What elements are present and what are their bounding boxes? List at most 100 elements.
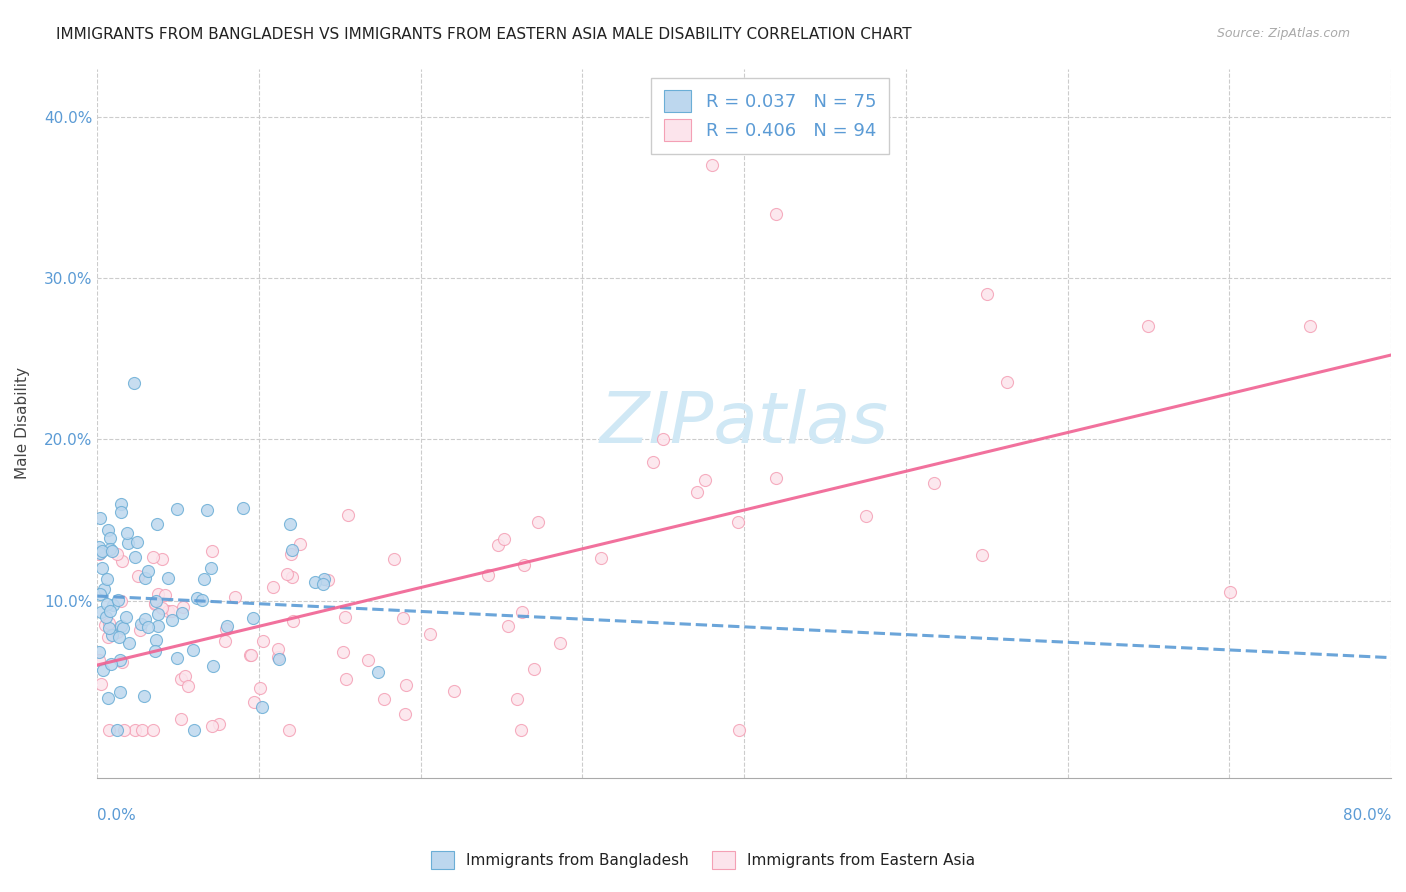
Point [105, 547, 128, 561]
Point [142, 723, 165, 737]
Point [419, 626, 441, 640]
Point [134, 571, 156, 585]
Point [193, 572, 215, 586]
Point [160, 613, 183, 627]
Point [145, 633, 167, 648]
Point [183, 723, 205, 737]
Point [250, 699, 273, 714]
Point [100, 657, 122, 672]
Point [160, 604, 183, 618]
Legend: R = 0.037   N = 75, R = 0.406   N = 94: R = 0.037 N = 75, R = 0.406 N = 94 [651, 78, 889, 154]
Point [513, 558, 536, 573]
Point [93, 582, 115, 597]
Point [90, 677, 112, 691]
Point [201, 544, 224, 558]
Point [91, 663, 114, 677]
Point [87, 652, 110, 666]
Point [143, 644, 166, 658]
Point [100, 628, 122, 642]
Point [110, 594, 132, 608]
Point [96, 572, 118, 586]
Text: ZIPatlas: ZIPatlas [599, 389, 889, 458]
Point [87, 540, 110, 554]
Point [281, 542, 304, 557]
Point [641, 455, 664, 469]
Point [90, 605, 112, 619]
Point [118, 636, 141, 650]
Point [97, 616, 120, 631]
Point [87, 547, 110, 561]
Point [105, 625, 128, 640]
Point [486, 538, 509, 552]
Point [243, 695, 266, 709]
Point [111, 554, 134, 568]
Point [510, 605, 533, 619]
Point [278, 516, 301, 531]
Point [112, 723, 135, 737]
Point [283, 614, 305, 628]
Point [186, 591, 208, 606]
Point [394, 706, 416, 721]
Point [170, 673, 193, 687]
Point [122, 376, 145, 390]
Point [172, 599, 194, 614]
Point [685, 484, 707, 499]
Point [174, 669, 197, 683]
Point [267, 652, 290, 666]
Point [477, 567, 499, 582]
Point [972, 549, 994, 563]
Point [494, 533, 516, 547]
Point [727, 515, 749, 529]
Point [224, 590, 246, 604]
Point [98, 542, 121, 557]
Point [267, 642, 290, 657]
Point [505, 692, 527, 706]
Point [335, 672, 357, 686]
Point [91, 544, 114, 558]
Point [280, 547, 302, 561]
Point [124, 723, 146, 737]
Point [217, 618, 239, 632]
Point [108, 653, 131, 667]
Point [97, 630, 120, 644]
Point [527, 515, 550, 529]
Point [97, 690, 120, 705]
Point [976, 287, 998, 301]
Point [110, 505, 132, 519]
Point [496, 618, 519, 632]
Point [215, 622, 238, 636]
Point [107, 593, 129, 607]
Point [509, 723, 531, 737]
Point [337, 508, 360, 523]
Point [238, 648, 260, 663]
Point [150, 600, 173, 615]
Point [276, 567, 298, 582]
Point [94, 610, 117, 624]
Point [591, 551, 613, 566]
Point [114, 610, 136, 624]
Point [278, 723, 301, 737]
Point [1137, 319, 1160, 334]
Point [312, 577, 335, 591]
Point [108, 685, 131, 699]
Point [765, 471, 787, 485]
Point [208, 717, 231, 731]
Text: Source: ZipAtlas.com: Source: ZipAtlas.com [1216, 27, 1350, 40]
Point [727, 723, 749, 737]
Point [110, 497, 132, 511]
Point [89, 511, 111, 525]
Point [136, 620, 159, 634]
Point [855, 508, 877, 523]
Point [110, 655, 132, 669]
Point [312, 572, 335, 586]
Point [89, 587, 111, 601]
Point [105, 723, 128, 737]
Point [700, 158, 723, 172]
Point [156, 570, 179, 584]
Point [316, 573, 339, 587]
Point [143, 597, 166, 611]
Point [443, 684, 465, 698]
Point [107, 631, 129, 645]
Point [201, 719, 224, 733]
Point [195, 503, 218, 517]
